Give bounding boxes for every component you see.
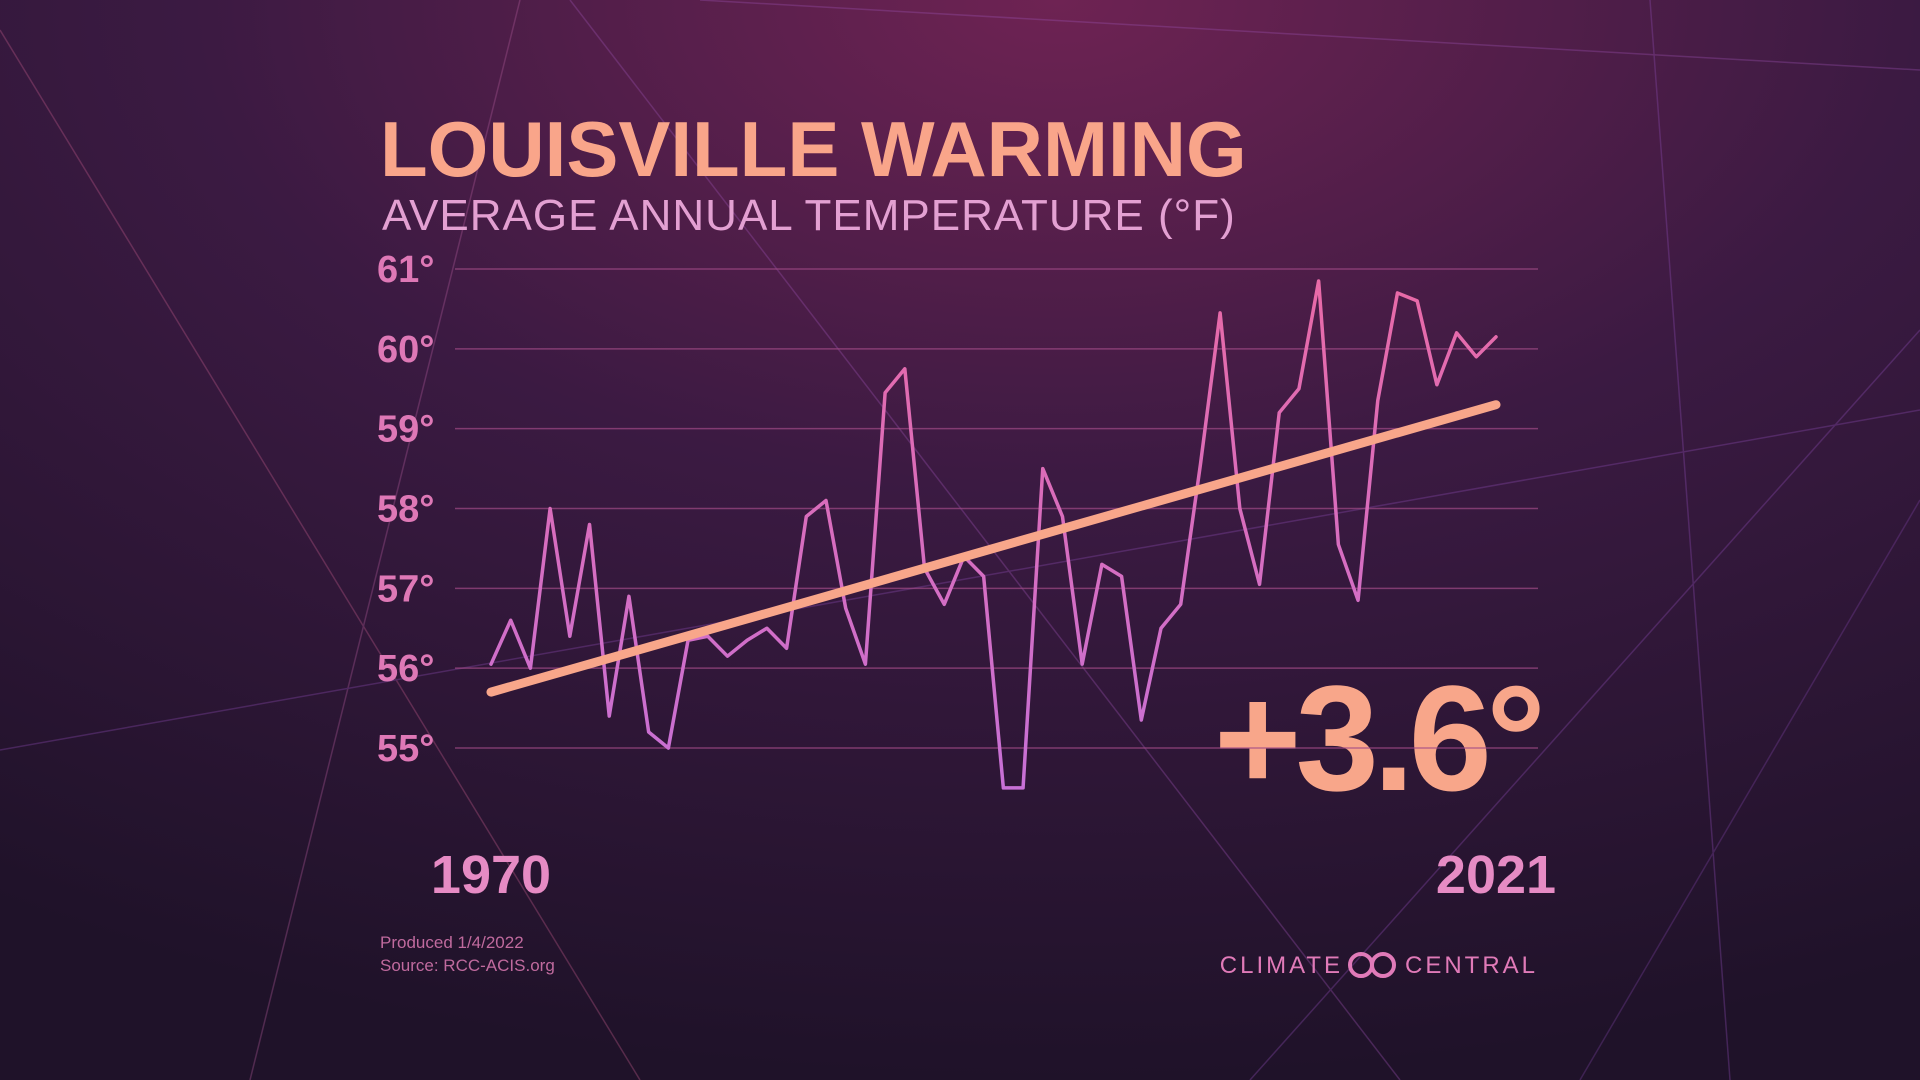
y-tick-label: 58° [377, 489, 434, 531]
y-tick-label: 56° [377, 648, 434, 690]
y-tick-label: 61° [377, 249, 434, 291]
chart-subtitle: AVERAGE ANNUAL TEMPERATURE (°F) [382, 191, 1236, 240]
brand-logo [1348, 952, 1396, 978]
produced-note: Produced 1/4/2022 [380, 933, 524, 952]
x-tick-label: 1970 [431, 845, 551, 905]
y-tick-label: 55° [377, 728, 434, 770]
annotation: +3.6° [1214, 654, 1540, 822]
data-line [489, 279, 1498, 790]
brand-left: CLIMATE [1220, 952, 1343, 979]
chart-title: LOUISVILLE WARMING [380, 105, 1247, 193]
trend-line [486, 400, 1501, 697]
y-tick-label: 59° [377, 409, 434, 451]
y-tick-label: 60° [377, 329, 434, 371]
brand-right: CENTRAL [1405, 952, 1538, 979]
x-tick-label: 2021 [1436, 845, 1556, 905]
y-tick-label: 57° [377, 568, 434, 610]
source-note: Source: RCC-ACIS.org [380, 956, 555, 975]
